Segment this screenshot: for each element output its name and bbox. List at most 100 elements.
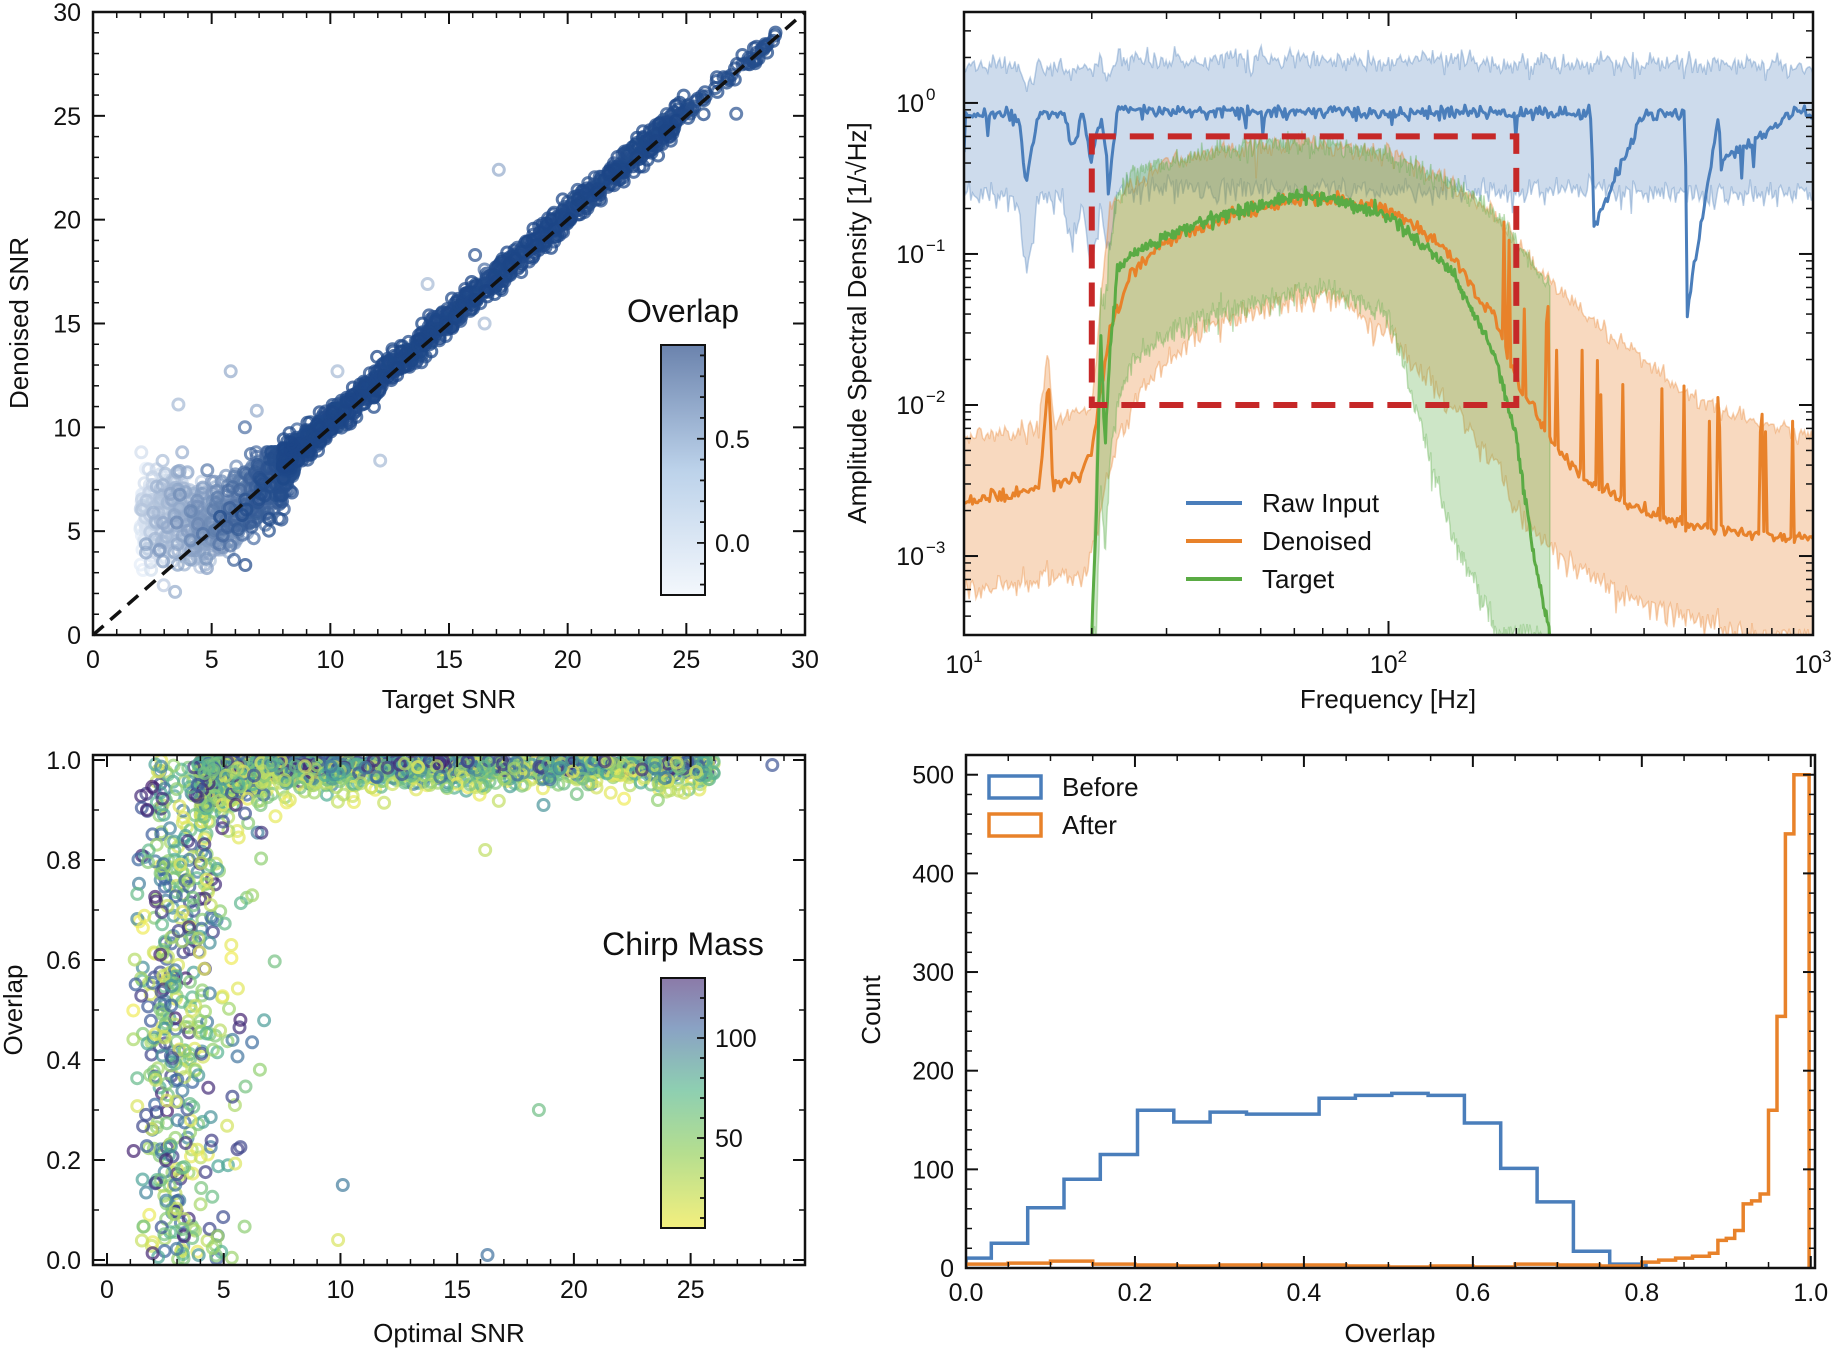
data-point	[173, 911, 188, 925]
x-tick-label: 5	[217, 1276, 231, 1304]
panel-overlap-scatter: 0 5 10 15 20 25 0.0 0.2 0.4 0.6 0.8 1.0 Optimal SNR…	[0, 747, 807, 1348]
data-point	[167, 508, 182, 523]
y-tick-label: 300	[912, 959, 954, 987]
data-point	[195, 983, 210, 998]
data-point	[203, 1140, 218, 1155]
data-point	[233, 1140, 248, 1155]
colorbar-title: Overlap	[627, 293, 739, 329]
data-point	[765, 758, 780, 772]
data-point	[155, 791, 170, 806]
x-tick-label: 0	[100, 1276, 114, 1304]
data-point	[156, 968, 171, 983]
data-point	[225, 480, 240, 495]
data-point	[146, 1064, 161, 1079]
data-point	[526, 221, 541, 236]
data-point	[370, 770, 384, 785]
legend-label: Denoised	[1262, 526, 1372, 556]
x-tick-label: 15	[435, 646, 463, 674]
x-tick-label: 0.6	[1455, 1279, 1490, 1307]
data-point	[235, 508, 250, 523]
data-point	[330, 794, 345, 809]
data-point	[215, 821, 230, 836]
data-point	[141, 1141, 156, 1156]
y-axis-label: Amplitude Spectral Density [1/√Hz]	[842, 122, 872, 524]
data-point	[155, 478, 170, 493]
x-axis-label: Target SNR	[382, 684, 516, 714]
data-point	[213, 1023, 228, 1038]
legend: Before After	[987, 772, 1139, 840]
x-tick-label: 0.2	[1118, 1279, 1153, 1307]
data-point	[553, 760, 568, 775]
colorbar-tick-label: 0.5	[715, 426, 750, 454]
data-point	[331, 767, 346, 782]
y-tick-label: 1.0	[46, 747, 81, 775]
x-tick-label: 25	[672, 646, 700, 674]
data-point	[570, 192, 585, 206]
colorbar-overlap: Overlap 0.0 0.5	[627, 293, 750, 596]
data-point	[370, 349, 385, 364]
data-point	[193, 1197, 208, 1212]
data-point	[463, 777, 478, 792]
data-point	[138, 537, 153, 552]
highlight-region-box	[1088, 133, 1520, 408]
data-point	[237, 420, 252, 435]
data-point	[227, 552, 241, 567]
data-point	[159, 1153, 173, 1168]
data-point	[272, 489, 287, 504]
data-point	[197, 961, 212, 976]
data-point	[199, 1026, 214, 1041]
data-point	[175, 1222, 190, 1236]
data-point	[199, 551, 214, 566]
data-point	[385, 777, 400, 792]
y-tick-label: 10	[896, 90, 924, 118]
data-point	[210, 490, 225, 505]
colorbar-tick-label: 50	[715, 1125, 743, 1153]
y-tick-label: 200	[912, 1058, 954, 1086]
data-point	[134, 988, 149, 1003]
data-point	[163, 486, 178, 501]
data-point	[382, 370, 397, 385]
axis-ticks: 0 5 10 15 20 25 0.0 0.2 0.4 0.6 0.8 1.0	[46, 747, 805, 1304]
data-point	[729, 106, 744, 121]
data-point	[134, 1233, 149, 1248]
data-point	[481, 284, 495, 299]
data-point	[148, 1097, 163, 1112]
data-point	[672, 95, 687, 110]
colorbar-ticks: 0.0 0.5	[697, 354, 750, 586]
data-point	[183, 552, 198, 567]
data-point	[345, 776, 360, 791]
data-point	[538, 234, 553, 249]
data-point	[149, 1105, 164, 1120]
data-point	[719, 75, 734, 90]
data-point	[491, 793, 506, 808]
data-point	[148, 1072, 163, 1087]
x-tick-label: 5	[205, 646, 219, 674]
data-point	[145, 975, 160, 990]
data-point	[143, 1013, 158, 1028]
data-point	[207, 474, 222, 489]
data-point	[157, 1227, 172, 1242]
data-point	[390, 361, 405, 375]
y-tick-label: 0.0	[46, 1247, 81, 1275]
data-point	[154, 1220, 169, 1235]
data-point	[279, 795, 294, 810]
data-point	[507, 761, 522, 776]
data-point	[141, 843, 156, 858]
x-tick-label: 25	[677, 1276, 705, 1304]
data-point	[170, 1113, 185, 1128]
data-point	[211, 1159, 226, 1174]
data-point	[130, 886, 145, 901]
data-point	[182, 974, 197, 989]
data-point	[198, 1165, 213, 1180]
colorbar-tick-label: 0.0	[715, 530, 750, 558]
data-point	[624, 757, 639, 772]
data-point	[157, 879, 172, 894]
data-point	[141, 999, 156, 1014]
data-point	[617, 791, 632, 806]
data-point	[156, 578, 171, 593]
data-point	[168, 889, 183, 904]
series-line-raw-input	[964, 103, 1813, 319]
data-point	[250, 794, 265, 809]
